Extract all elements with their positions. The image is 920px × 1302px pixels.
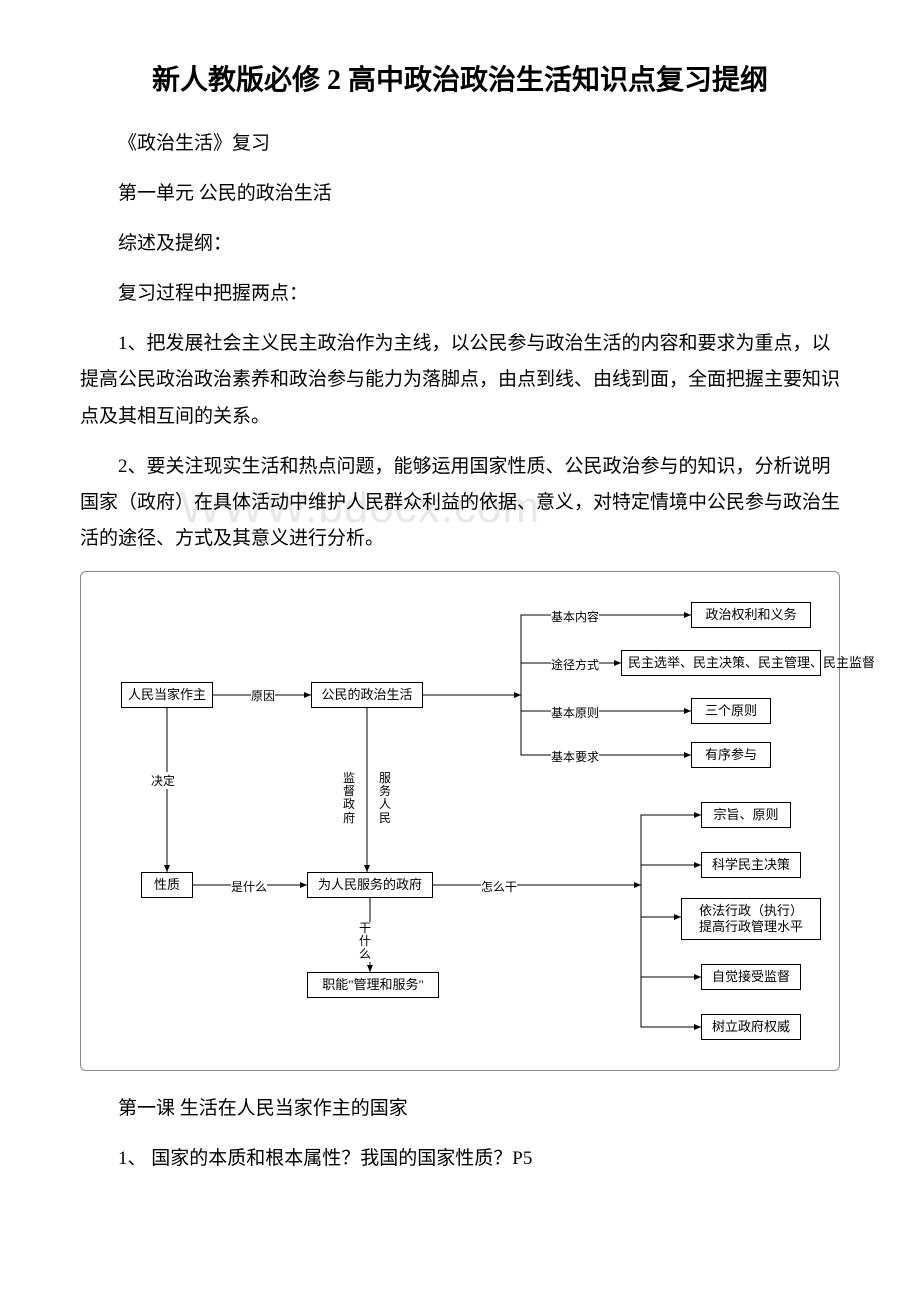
paragraph: 复习过程中把握两点：	[80, 276, 840, 312]
diagram-node: 科学民主决策	[701, 852, 801, 878]
diagram-label: 基本要求	[551, 748, 599, 765]
diagram-label: 监督政府	[343, 772, 355, 825]
diagram-node: 人民当家作主	[121, 682, 213, 708]
paragraph: 第一单元 公民的政治生活	[80, 176, 840, 212]
diagram-node: 有序参与	[691, 742, 771, 768]
paragraph: 综述及提纲：	[80, 226, 840, 262]
diagram-node: 树立政府权威	[701, 1014, 801, 1040]
diagram-node: 民主选举、民主决策、民主管理、民主监督	[621, 650, 821, 676]
diagram-node: 自觉接受监督	[701, 964, 801, 990]
paragraph: 1、 国家的本质和根本属性？我国的国家性质？P5	[80, 1141, 840, 1177]
diagram-node: 宗旨、原则	[701, 802, 791, 828]
diagram-node: 依法行政（执行）提高行政管理水平	[681, 898, 821, 941]
diagram-node: 为人民服务的政府	[307, 872, 433, 898]
diagram-label: 怎么干	[481, 878, 517, 895]
diagram-node: 性质	[141, 872, 193, 898]
diagram-label: 基本内容	[551, 608, 599, 625]
paragraph: 1、把发展社会主义民主政治作为主线，以公民参与政治生活的内容和要求为重点，以提高…	[80, 326, 840, 434]
diagram-label: 决定	[151, 772, 175, 789]
diagram-label: 服务人民	[379, 772, 391, 825]
page-title: 新人教版必修 2 高中政治政治生活知识点复习提纲	[80, 60, 840, 102]
diagram-label: 干什么	[359, 922, 371, 962]
diagram-label: 基本原则	[551, 704, 599, 721]
diagram-label: 是什么	[231, 878, 267, 895]
diagram-node: 政治权利和义务	[691, 602, 811, 628]
paragraph: 第一课 生活在人民当家作主的国家	[80, 1091, 840, 1127]
diagram-label: 原因	[251, 687, 275, 704]
diagram-node: 职能"管理和服务"	[307, 972, 439, 998]
paragraph: 《政治生活》复习	[80, 126, 840, 162]
diagram-node: 三个原则	[691, 698, 771, 724]
diagram-label: 途径方式	[551, 656, 599, 673]
paragraph: 2、要关注现实生活和热点问题，能够运用国家性质、公民政治参与的知识，分析说明国家…	[80, 449, 840, 557]
diagram-node: 公民的政治生活	[311, 682, 423, 708]
concept-diagram: 人民当家作主 公民的政治生活 政治权利和义务民主选举、民主决策、民主管理、民主监督三…	[80, 571, 840, 1071]
